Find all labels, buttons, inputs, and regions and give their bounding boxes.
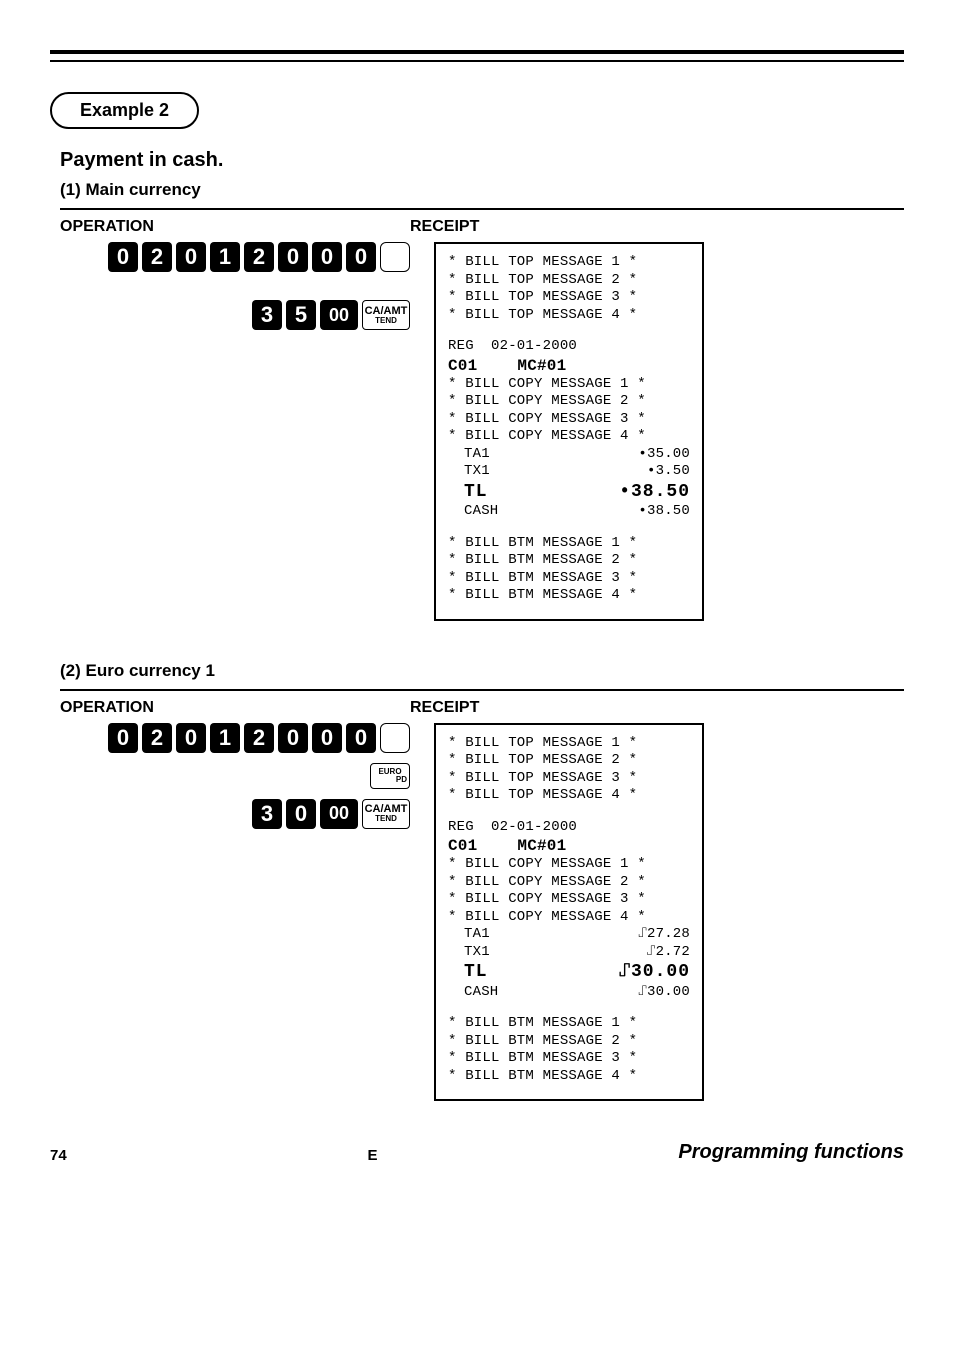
num-key[interactable]: 0 (176, 242, 206, 272)
ta1-line: TA1⑀27.28 (448, 926, 690, 944)
num-key[interactable]: 0 (108, 242, 138, 272)
key-row-2: 3 5 00 CA/AMT TEND (50, 300, 410, 330)
column-headers-2: OPERATION RECEIPT (50, 699, 904, 717)
example-euro: 0 2 0 1 2 0 0 0 EURO PD 3 0 00 (50, 723, 904, 1102)
ta1-line: TA1•35.00 (448, 446, 690, 464)
key-row-1e: 0 2 0 1 2 0 0 0 (50, 723, 410, 753)
num-key[interactable]: 0 (108, 723, 138, 753)
bill-copy-msg: * BILL COPY MESSAGE 3 * (448, 411, 690, 429)
example-bubble: Example 2 (50, 92, 199, 129)
tx1-line: TX1⑀2.72 (448, 944, 690, 962)
bill-btm-msg: * BILL BTM MESSAGE 3 * (448, 1050, 690, 1068)
key-row-1: 0 2 0 1 2 0 0 0 (50, 242, 410, 272)
key-sequence-euro: 0 2 0 1 2 0 0 0 EURO PD 3 0 00 (50, 723, 410, 839)
bill-top-msg: * BILL TOP MESSAGE 2 * (448, 752, 690, 770)
bill-btm-msg: * BILL BTM MESSAGE 4 * (448, 587, 690, 605)
bill-copy-msg: * BILL COPY MESSAGE 3 * (448, 891, 690, 909)
reg-line: REG 02-01-2000 (448, 338, 690, 356)
num-key[interactable]: 0 (278, 242, 308, 272)
bill-copy-msg: * BILL COPY MESSAGE 4 * (448, 428, 690, 446)
receipt-euro: * BILL TOP MESSAGE 1 * * BILL TOP MESSAG… (434, 723, 704, 1102)
key-sequence-main: 0 2 0 1 2 0 0 0 3 5 00 CA/AMT TEND (50, 242, 410, 340)
bill-top-msg: * BILL TOP MESSAGE 3 * (448, 289, 690, 307)
subsection-main: (1) Main currency (60, 180, 904, 210)
subsection-euro: (2) Euro currency 1 (60, 661, 904, 691)
num-key-dbl[interactable]: 00 (320, 799, 358, 829)
bill-btm-msg: * BILL BTM MESSAGE 2 * (448, 1033, 690, 1051)
receipt-header: RECEIPT (410, 218, 904, 236)
num-key[interactable]: 0 (346, 242, 376, 272)
receipt-main: * BILL TOP MESSAGE 1 * * BILL TOP MESSAG… (434, 242, 704, 621)
bill-top-msg: * BILL TOP MESSAGE 4 * (448, 307, 690, 325)
bill-btm-msg: * BILL BTM MESSAGE 3 * (448, 570, 690, 588)
num-key[interactable]: 2 (142, 242, 172, 272)
page-number: 74 (50, 1147, 67, 1164)
num-key-dbl[interactable]: 00 (320, 300, 358, 330)
operation-header: OPERATION (50, 699, 410, 717)
c-line: C01MC#01 (448, 836, 690, 856)
bill-btm-msg: * BILL BTM MESSAGE 1 * (448, 1015, 690, 1033)
tl-line: TL•38.50 (448, 481, 690, 504)
num-key[interactable]: 2 (244, 723, 274, 753)
bill-top-msg: * BILL TOP MESSAGE 2 * (448, 272, 690, 290)
num-key[interactable]: 0 (176, 723, 206, 753)
footer-mid: E (368, 1147, 378, 1164)
num-key[interactable]: 5 (286, 300, 316, 330)
example-main: 0 2 0 1 2 0 0 0 3 5 00 CA/AMT TEND (50, 242, 904, 621)
bill-copy-msg: * BILL COPY MESSAGE 2 * (448, 393, 690, 411)
column-headers: OPERATION RECEIPT (50, 218, 904, 236)
section-heading: Payment in cash. (60, 149, 904, 172)
euro-pd-key[interactable]: EURO PD (370, 763, 410, 789)
bill-copy-msg: * BILL COPY MESSAGE 4 * (448, 909, 690, 927)
num-key[interactable]: 0 (312, 242, 342, 272)
footer-right: Programming functions (678, 1141, 904, 1164)
bill-btm-msg: * BILL BTM MESSAGE 2 * (448, 552, 690, 570)
page-footer: 74 E Programming functions (50, 1141, 904, 1164)
bill-copy-msg: * BILL COPY MESSAGE 1 * (448, 376, 690, 394)
num-key[interactable]: 0 (278, 723, 308, 753)
num-key[interactable]: 2 (244, 242, 274, 272)
ca-amt-tend-key[interactable]: CA/AMT TEND (362, 799, 410, 829)
tl-line: TL⑀30.00 (448, 961, 690, 984)
num-key[interactable]: 1 (210, 723, 240, 753)
receipt-header: RECEIPT (410, 699, 904, 717)
num-key[interactable]: 3 (252, 799, 282, 829)
num-key[interactable]: 1 (210, 242, 240, 272)
bill-top-msg: * BILL TOP MESSAGE 1 * (448, 735, 690, 753)
cash-line: CASH⑀30.00 (448, 984, 690, 1002)
num-key[interactable]: 0 (346, 723, 376, 753)
cash-line: CASH•38.50 (448, 503, 690, 521)
num-key[interactable]: 0 (286, 799, 316, 829)
bill-copy-msg: * BILL COPY MESSAGE 1 * (448, 856, 690, 874)
reg-line: REG 02-01-2000 (448, 819, 690, 837)
ca-amt-tend-key[interactable]: CA/AMT TEND (362, 300, 410, 330)
bill-btm-msg: * BILL BTM MESSAGE 1 * (448, 535, 690, 553)
dept-key[interactable] (380, 242, 410, 272)
c-line: C01MC#01 (448, 356, 690, 376)
bill-top-msg: * BILL TOP MESSAGE 3 * (448, 770, 690, 788)
bill-btm-msg: * BILL BTM MESSAGE 4 * (448, 1068, 690, 1086)
num-key[interactable]: 2 (142, 723, 172, 753)
bill-top-msg: * BILL TOP MESSAGE 1 * (448, 254, 690, 272)
key-row-2e: 3 0 00 CA/AMT TEND (50, 799, 410, 829)
num-key[interactable]: 0 (312, 723, 342, 753)
operation-header: OPERATION (50, 218, 410, 236)
tx1-line: TX1•3.50 (448, 463, 690, 481)
key-row-euro: EURO PD (50, 763, 410, 789)
bill-top-msg: * BILL TOP MESSAGE 4 * (448, 787, 690, 805)
bill-copy-msg: * BILL COPY MESSAGE 2 * (448, 874, 690, 892)
num-key[interactable]: 3 (252, 300, 282, 330)
dept-key[interactable] (380, 723, 410, 753)
top-rule-bar (50, 50, 904, 62)
